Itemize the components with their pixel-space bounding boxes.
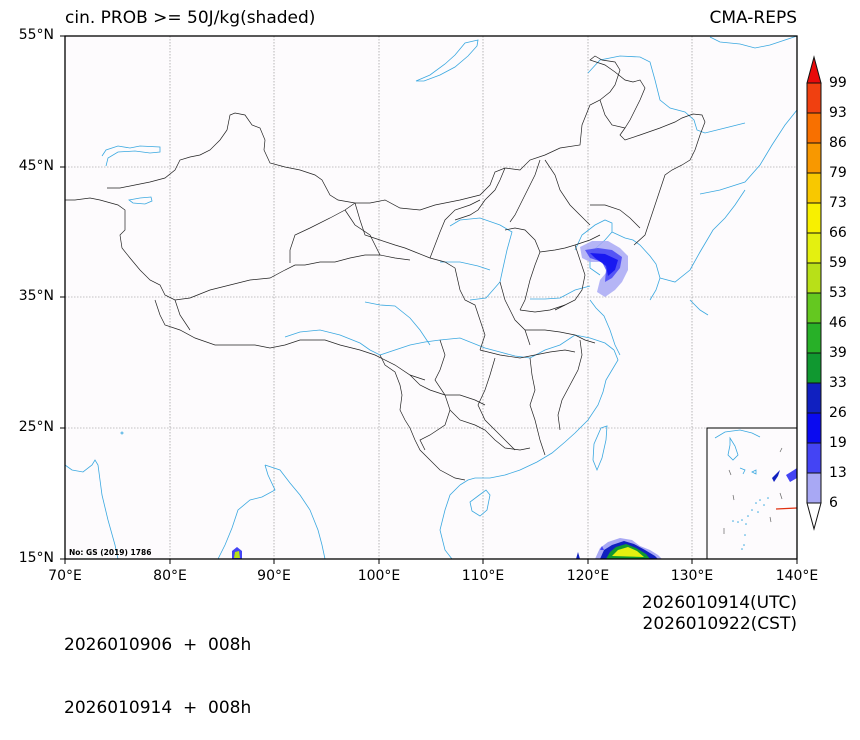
map-background xyxy=(65,36,797,559)
init-time-block: 2026010906 + 008h 2026010914 + 008h xyxy=(64,593,251,740)
x-tick-label: 140°E xyxy=(775,568,819,584)
colorbar-label: 46 xyxy=(829,315,847,331)
colorbar-label: 79 xyxy=(829,165,847,181)
colorbar xyxy=(806,55,822,531)
colorbar-label: 99 xyxy=(829,75,847,91)
chart-title: cin. PROB >= 50J/kg(shaded) xyxy=(65,8,316,28)
x-tick-label: 100°E xyxy=(357,568,401,584)
y-tick-label: 45°N xyxy=(18,158,54,174)
x-tick-label: 120°E xyxy=(566,568,610,584)
map-plot xyxy=(60,35,822,564)
coastlines xyxy=(64,35,798,560)
borders xyxy=(65,55,706,481)
tick-marks xyxy=(60,35,798,564)
y-tick-label: 15°N xyxy=(18,550,54,566)
valid-time-utc: 2026010914(UTC) xyxy=(641,593,797,613)
shaded-probability xyxy=(232,241,662,559)
colorbar-label: 13 xyxy=(829,465,847,481)
colorbar-label: 19 xyxy=(829,435,847,451)
colorbar-label: 93 xyxy=(829,105,847,121)
colorbar-label: 26 xyxy=(829,405,847,421)
valid-time-block: 2026010914(UTC) 2026010922(CST) xyxy=(642,593,797,635)
y-tick-label: 25°N xyxy=(18,419,54,435)
y-tick-label: 35°N xyxy=(18,288,54,304)
colorbar-label: 33 xyxy=(829,375,847,391)
x-tick-label: 70°E xyxy=(48,568,82,584)
colorbar-label: 53 xyxy=(829,285,847,301)
x-tick-label: 80°E xyxy=(153,568,187,584)
init-time-cst: 2026010914 + 008h xyxy=(64,698,252,718)
x-tick-label: 90°E xyxy=(257,568,291,584)
y-tick-label: 55°N xyxy=(18,27,54,43)
gridlines xyxy=(65,36,797,559)
x-tick-label: 110°E xyxy=(461,568,505,584)
colorbar-label: 86 xyxy=(829,135,847,151)
south-china-sea-inset xyxy=(706,427,798,560)
colorbar-label: 59 xyxy=(829,255,847,271)
colorbar-label: 39 xyxy=(829,345,847,361)
init-time-utc: 2026010906 + 008h xyxy=(64,635,252,655)
model-name: CMA-REPS xyxy=(709,8,797,28)
colorbar-label: 6 xyxy=(829,495,838,511)
map-approval-number: No: GS (2019) 1786 xyxy=(69,548,152,557)
colorbar-label: 66 xyxy=(829,225,847,241)
valid-time-cst: 2026010922(CST) xyxy=(642,614,797,634)
colorbar-label: 73 xyxy=(829,195,847,211)
x-tick-label: 130°E xyxy=(670,568,714,584)
